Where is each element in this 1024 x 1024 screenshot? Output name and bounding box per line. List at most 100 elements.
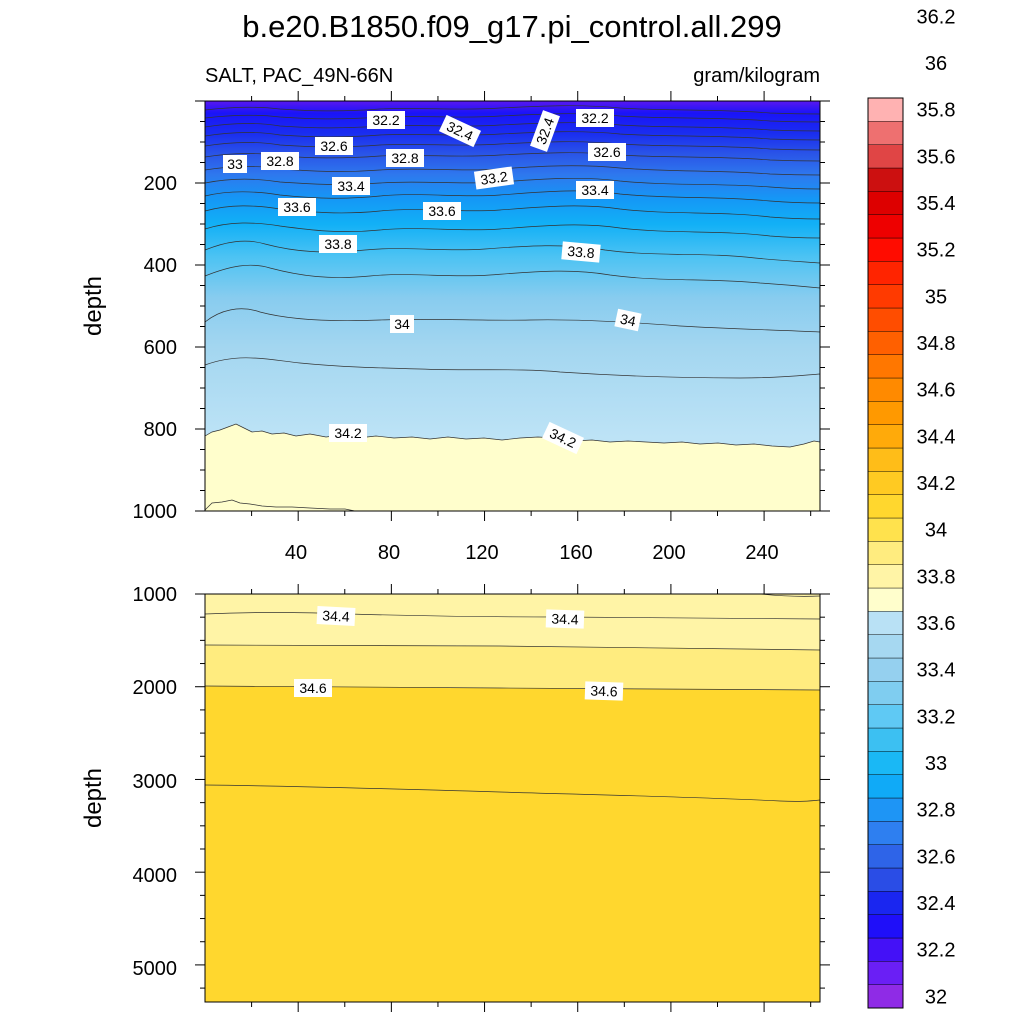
upper-y-axis-label: depth <box>80 276 107 336</box>
lower-contour-labels: 34.4 34.4 34.6 34.6 <box>294 606 624 701</box>
colorbar-box <box>867 704 904 729</box>
colorbar-labels: 32 32.2 32.4 32.6 32.8 33 33.2 33.4 33.6 33.8 34 34… <box>917 6 956 1008</box>
colorbar-box <box>867 681 904 705</box>
colorbar-box <box>867 541 904 565</box>
upper-ticks <box>195 91 830 521</box>
colorbar-box <box>867 587 904 612</box>
contour-label: 32.8 <box>391 150 418 166</box>
contour-label: 34.4 <box>322 607 350 624</box>
colorbar-box <box>867 121 904 145</box>
colorbar-box <box>867 611 904 635</box>
contour-label: 33.8 <box>567 243 596 261</box>
lower-y-tick-label: 1000 <box>133 584 178 606</box>
colorbar-box <box>867 214 904 239</box>
upper-x-tick-label: 200 <box>652 542 685 564</box>
colorbar-box <box>867 261 904 285</box>
colorbar-tick-label: 33.4 <box>917 660 956 682</box>
colorbar-tick-label: 33.6 <box>917 613 956 635</box>
upper-y-tick-label: 800 <box>144 419 177 441</box>
colorbar-tick-label: 32.8 <box>917 800 956 822</box>
colorbar-tick-label: 32.4 <box>917 893 956 915</box>
colorbar-box <box>867 564 904 589</box>
contour-label: 34.2 <box>334 425 361 441</box>
upper-x-tick-label: 240 <box>745 542 778 564</box>
colorbar-box <box>867 284 904 309</box>
colorbar-tick-label: 36.2 <box>917 6 956 28</box>
colorbar-box <box>867 447 904 472</box>
colorbar-tick-label: 35.4 <box>917 193 956 215</box>
colorbar-box <box>867 961 904 985</box>
upper-y-tick-label: 1000 <box>133 501 178 523</box>
upper-contour-labels: 32.2 32.4 32.4 32.2 33 32.8 32.6 32.8 33… <box>223 109 642 455</box>
contour-label: 32.8 <box>266 153 293 169</box>
contour-label: 34.6 <box>299 680 326 696</box>
contour-label: 33.8 <box>324 236 351 252</box>
contour-label: 34.6 <box>590 683 618 700</box>
colorbar-box <box>867 774 904 799</box>
colorbar-box <box>867 307 904 332</box>
lower-panel: 1000 2000 3000 4000 5000 depth 34.4 34.4… <box>80 584 830 1012</box>
lower-y-tick-label: 4000 <box>133 865 178 887</box>
lower-frame <box>204 593 821 1003</box>
colorbar-box <box>867 867 904 892</box>
colorbar-box <box>867 727 904 752</box>
colorbar-frame <box>867 97 904 1009</box>
lower-y-axis-label: depth <box>80 768 107 828</box>
contour-label: 33.4 <box>581 182 608 198</box>
colorbar-tick-label: 35.8 <box>917 100 956 122</box>
colorbar-box <box>867 657 904 682</box>
contour-label: 32.6 <box>320 138 347 154</box>
lower-y-tick-label: 2000 <box>133 677 178 699</box>
colorbar-tick-label: 34.4 <box>917 426 956 448</box>
lower-band-34.4 <box>205 594 820 650</box>
colorbar-box <box>867 984 904 1009</box>
contour-label: 34.4 <box>551 611 579 628</box>
colorbar-box <box>867 167 904 192</box>
colorbar-boxes <box>867 97 904 1009</box>
lower-y-tick-label: 3000 <box>133 771 178 793</box>
right-subtitle: gram/kilogram <box>693 65 820 87</box>
colorbar: 32 32.2 32.4 32.6 32.8 33 33.2 33.4 33.6 33.8 34 34… <box>867 6 956 1009</box>
upper-x-tick-label: 40 <box>285 542 307 564</box>
colorbar-tick-label: 34.8 <box>917 333 956 355</box>
contour-label: 33 <box>227 156 243 172</box>
contour-label: 33.4 <box>337 178 364 194</box>
colorbar-box <box>867 401 904 425</box>
contour-label: 33.2 <box>479 168 508 188</box>
contour-label: 32.6 <box>593 144 620 160</box>
contour-label: 32.2 <box>372 112 399 128</box>
upper-y-tick-label: 200 <box>144 173 177 195</box>
contour-label: 32.2 <box>581 110 608 126</box>
colorbar-tick-label: 33 <box>925 753 947 775</box>
colorbar-box <box>867 424 904 449</box>
colorbar-box <box>867 821 904 845</box>
upper-panel: 200 400 600 800 1000 40 80 120 160 200 2… <box>80 91 830 564</box>
colorbar-box <box>867 354 904 379</box>
colorbar-box <box>867 237 904 262</box>
colorbar-box <box>867 634 904 659</box>
colorbar-tick-label: 35.6 <box>917 146 956 168</box>
colorbar-box <box>867 144 904 169</box>
lower-contour-lines <box>204 593 821 802</box>
colorbar-box <box>867 331 904 355</box>
colorbar-tick-label: 34 <box>925 520 947 542</box>
contour-label: 33.6 <box>428 203 455 219</box>
colorbar-tick-label: 32.6 <box>917 846 956 868</box>
colorbar-box <box>867 937 904 962</box>
upper-y-tick-label: 400 <box>144 255 177 277</box>
colorbar-tick-label: 32.2 <box>917 940 956 962</box>
colorbar-box <box>867 191 904 215</box>
colorbar-box <box>867 914 904 939</box>
colorbar-tick-label: 35.2 <box>917 240 956 262</box>
lower-band-34.6 <box>205 645 820 690</box>
contour-label: 33.6 <box>283 199 310 215</box>
left-subtitle: SALT, PAC_49N-66N <box>205 65 393 87</box>
colorbar-box <box>867 797 904 822</box>
colorbar-tick-label: 34.6 <box>917 380 956 402</box>
upper-yellow-band <box>205 424 820 511</box>
colorbar-box <box>867 844 904 869</box>
upper-y-tick-label: 600 <box>144 337 177 359</box>
colorbar-tick-label: 32 <box>925 986 947 1008</box>
colorbar-box <box>867 97 904 122</box>
upper-x-tick-label: 80 <box>378 542 400 564</box>
